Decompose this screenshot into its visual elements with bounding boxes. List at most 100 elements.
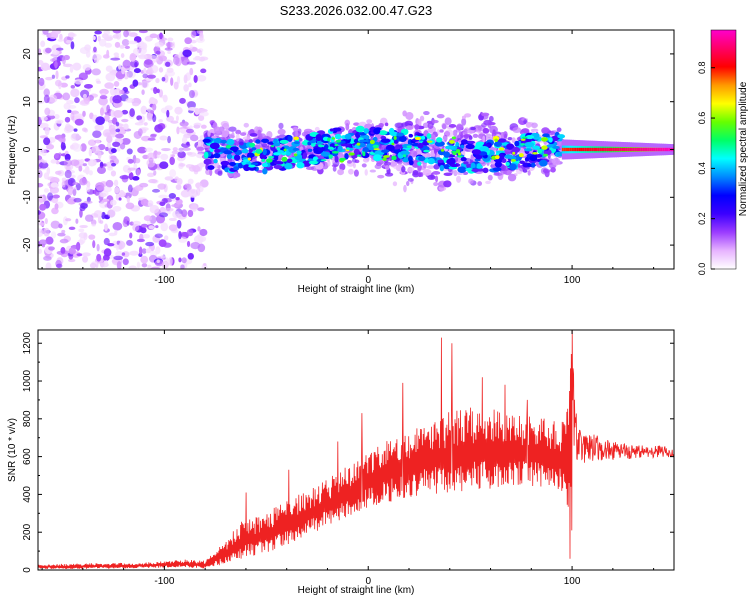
spectrogram-noise-blob — [197, 140, 202, 147]
spectrogram-core-blob — [524, 141, 535, 148]
spectrogram-noise-blob — [186, 61, 196, 65]
spectrogram-noise-blob — [38, 122, 49, 129]
spectrogram-noise-blob — [173, 81, 179, 90]
spectrogram-signal-blob — [503, 170, 507, 175]
spectrogram-noise-blob — [106, 104, 111, 114]
spectrogram-noise-blob — [116, 145, 121, 152]
spectrogram-noise-blob — [61, 180, 66, 188]
spectrogram-noise-blob — [110, 170, 117, 177]
spectrogram-noise-blob — [147, 200, 154, 208]
spectrogram-ytick-label: -20 — [22, 237, 33, 252]
spectrogram-noise-blob — [70, 88, 80, 98]
colorbar-tick-label: 0.0 — [697, 263, 707, 276]
spectrogram-core-blob — [443, 151, 450, 158]
spectrogram-noise-blob — [105, 72, 116, 82]
spectrogram-core-blob — [273, 142, 281, 147]
spectrogram-signal-blob — [248, 139, 253, 144]
spectrogram-tail-core — [666, 147, 670, 152]
spectrogram-peak-blob — [391, 142, 395, 146]
spectrogram-peak-blob — [267, 156, 275, 159]
spectrogram-signal-blob — [463, 128, 469, 135]
spectrogram-noise-blob — [99, 201, 109, 209]
spectrogram-noise-blob — [184, 37, 192, 45]
spectrogram-signal-blob — [339, 163, 346, 171]
spectrogram-core-blob — [457, 166, 467, 173]
spectrogram-tail-core — [574, 147, 578, 152]
spectrogram-signal-blob — [213, 126, 221, 134]
spectrogram-peak-blob — [339, 157, 347, 161]
spectrogram-peak-blob — [247, 157, 252, 161]
spectrogram-peak-blob — [362, 151, 366, 157]
spectrogram-signal-blob — [361, 163, 367, 168]
spectrogram-noise-blob — [138, 46, 147, 55]
spectrogram-tail-core — [623, 147, 627, 152]
spectrogram-peak-blob — [327, 137, 331, 142]
spectrogram-noise-blob — [128, 32, 138, 37]
spectrogram-noise-blob — [67, 109, 72, 114]
spectrogram-noise-blob — [45, 76, 53, 81]
spectrogram-noise-blob — [92, 130, 102, 138]
spectrogram-noise-blob — [185, 72, 191, 81]
spectrogram-tail-core — [595, 147, 599, 152]
spectrogram-noise-blob — [168, 224, 178, 232]
spectrogram-tail-core — [601, 147, 604, 152]
spectrogram-signal-blob — [452, 129, 458, 137]
spectrogram-noise-blob — [102, 129, 112, 138]
spectrogram-tail-core — [573, 147, 576, 152]
spectrogram-noise-blob — [38, 240, 41, 248]
spectrogram-noise-blob — [194, 55, 201, 61]
spectrogram-noise-blob — [103, 237, 110, 246]
spectrogram-core-blob — [420, 135, 426, 140]
spectrogram-noise-blob — [172, 56, 180, 65]
spectrogram-noise-blob — [119, 45, 125, 49]
spectrogram-core-blob — [380, 138, 391, 143]
spectrogram-signal-blob — [384, 172, 394, 177]
spectrogram-core-blob — [203, 158, 212, 165]
spectrogram-noise-blob — [140, 227, 147, 234]
spectrogram-signal-blob — [292, 126, 299, 132]
spectrogram-noise-blob — [111, 162, 117, 167]
spectrogram-tail-core — [634, 147, 638, 152]
spectrogram-core-blob — [329, 128, 335, 132]
spectrogram-signal-blob — [466, 129, 475, 134]
snr-ylabel: SNR (10 * v/v) — [7, 418, 18, 482]
spectrogram-core-blob — [417, 161, 422, 166]
spectrogram-tail-core — [657, 147, 661, 152]
spectrogram-noise-blob — [110, 199, 117, 206]
spectrogram-core-blob — [248, 149, 253, 153]
spectrogram-tail-core — [614, 147, 618, 152]
spectrogram-signal-blob — [527, 170, 531, 176]
spectrogram-signal-blob — [443, 180, 452, 188]
spectrogram-signal-blob — [485, 180, 491, 185]
spectrogram-noise-blob — [158, 194, 169, 199]
spectrogram-core-blob — [209, 142, 220, 150]
spectrogram-noise-blob — [91, 145, 100, 154]
spectrogram-noise-blob — [179, 121, 189, 127]
spectrogram-signal-blob — [240, 132, 247, 136]
spectrogram-noise-blob — [38, 170, 43, 178]
spectrogram-peak-blob — [293, 153, 298, 157]
spectrogram-noise-blob — [106, 135, 113, 143]
spectrogram-signal-blob — [485, 133, 492, 139]
spectrogram-signal-blob — [542, 169, 551, 174]
spectrogram-noise-blob — [181, 142, 191, 148]
spectrogram-noise-blob — [168, 193, 177, 199]
spectrogram-core-blob — [378, 130, 388, 136]
spectrogram-noise-blob — [101, 33, 109, 39]
spectrogram-noise-blob — [154, 233, 163, 239]
spectrogram-xtick-label: -100 — [154, 275, 174, 286]
spectrogram-core-blob — [262, 168, 268, 175]
spectrogram-noise-blob — [144, 147, 154, 152]
spectrogram-noise-blob — [94, 124, 104, 131]
spectrogram-signal-blob — [436, 113, 445, 119]
spectrogram-noise-blob — [105, 179, 114, 188]
spectrogram-core-blob — [302, 152, 308, 160]
spectrogram-noise-blob — [63, 63, 73, 68]
spectrogram-noise-blob — [136, 238, 145, 243]
spectrogram-core-blob — [546, 144, 554, 148]
spectrogram-noise-blob — [159, 135, 168, 141]
spectrogram-noise-blob — [179, 97, 186, 104]
spectrogram-noise-blob — [89, 262, 97, 269]
spectrogram-noise-blob — [104, 223, 109, 231]
